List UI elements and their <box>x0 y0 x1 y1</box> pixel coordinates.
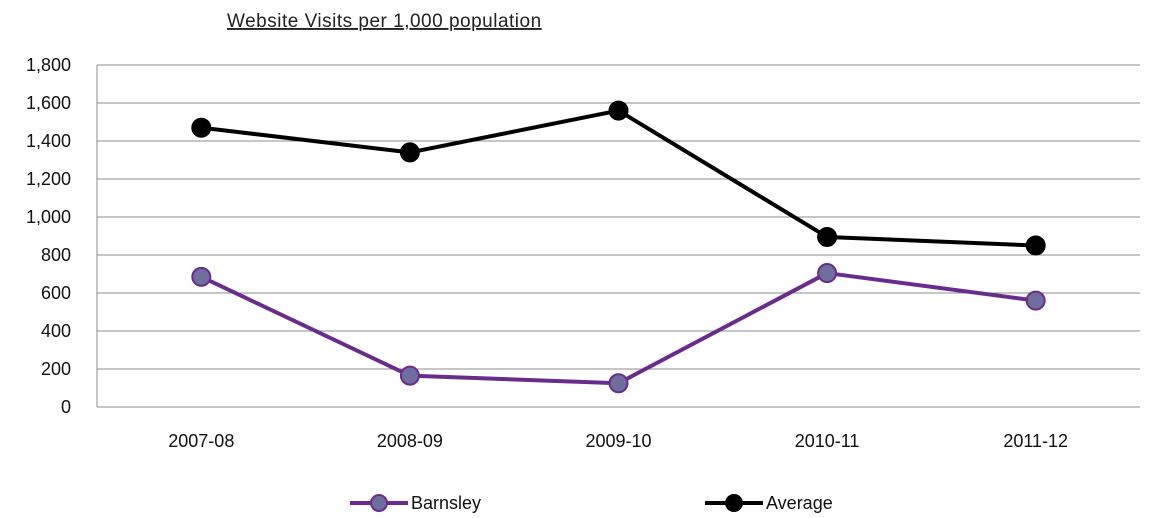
data-point-average <box>399 142 420 163</box>
x-tick-label: 2009-10 <box>585 431 651 451</box>
y-tick-label: 1,000 <box>26 207 71 227</box>
data-point-barnsley <box>399 365 420 386</box>
x-axis-ticks: 2007-08 2008-09 2009-10 2010-11 2011-12 <box>168 431 1068 451</box>
axes <box>96 65 1140 408</box>
y-tick-label: 600 <box>41 283 71 303</box>
legend-marker-barnsley <box>370 494 388 512</box>
chart-title: Website Visits per 1,000 population <box>227 11 542 32</box>
gridlines <box>97 64 1140 370</box>
y-tick-label: 800 <box>41 245 71 265</box>
series-line-average <box>201 108 1036 248</box>
y-tick-label: 1,400 <box>26 131 71 151</box>
x-tick-label: 2010-11 <box>795 431 860 451</box>
series-line-barnsley <box>200 271 1036 386</box>
data-point-average <box>817 226 838 247</box>
x-tick-label: 2007-08 <box>168 431 234 451</box>
x-tick-label: 2011-12 <box>1003 431 1068 451</box>
data-point-barnsley <box>817 263 838 284</box>
y-tick-label: 400 <box>41 321 71 341</box>
series-layer <box>191 100 1046 394</box>
data-point-average <box>608 100 629 121</box>
legend: Barnsley Average <box>350 493 833 513</box>
y-axis-ticks: 0 200 400 600 800 1,000 1,200 1,400 1,600 1,800 <box>26 55 71 417</box>
x-tick-label: 2008-09 <box>377 431 443 451</box>
y-tick-label: 1,800 <box>26 55 71 75</box>
y-tick-label: 200 <box>41 359 71 379</box>
data-point-barnsley <box>608 373 629 394</box>
y-tick-label: 1,600 <box>26 93 71 113</box>
data-point-barnsley <box>1025 290 1046 311</box>
y-tick-label: 1,200 <box>26 169 71 189</box>
data-point-average <box>191 117 212 138</box>
y-tick-label: 0 <box>61 397 71 417</box>
legend-marker-average <box>725 494 743 512</box>
legend-label-average: Average <box>766 493 833 513</box>
data-point-barnsley <box>191 266 212 287</box>
legend-label-barnsley: Barnsley <box>411 493 481 513</box>
data-point-average <box>1025 235 1046 256</box>
